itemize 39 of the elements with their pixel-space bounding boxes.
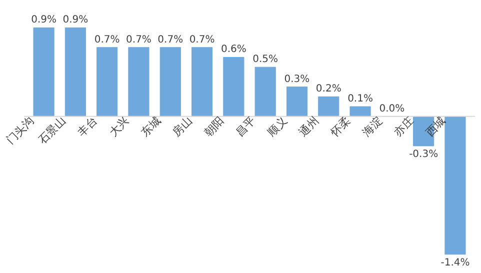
bar [64,27,86,117]
data-label: 0.7% [94,34,120,46]
data-label: 0.9% [62,14,88,26]
data-label: 0.7% [126,34,152,46]
x-tick-label: 怀柔 [328,114,354,140]
x-tick-label: 顺义 [265,114,290,140]
bar [96,47,118,117]
x-tick-label: 昌平 [233,114,258,140]
x-tick-label: 大兴 [106,114,132,140]
bar [444,116,466,255]
bar [33,27,54,117]
x-tick-label: 海淀 [360,114,385,140]
data-label: 0.7% [189,34,215,46]
bar [318,96,340,117]
x-tick-label: 东城 [138,114,164,140]
data-label: 0.3% [284,74,310,85]
bar [286,86,308,117]
x-tick-label: 朝阳 [202,114,226,140]
x-tick-label: 门头沟 [4,114,37,147]
data-label: 0.9% [31,14,56,26]
x-tick-label: 石景山 [36,114,68,147]
bar [350,106,371,117]
data-label: 0.0% [379,103,405,114]
bar [128,47,150,117]
data-label: -0.3% [409,148,438,160]
x-tick-label: 通州 [296,114,322,140]
x-tick-label: 西城 [423,114,448,140]
data-label: 0.7% [158,34,184,46]
data-label: 0.2% [316,84,342,95]
x-tick-label: 房山 [170,114,195,140]
data-label: 0.6% [220,44,246,56]
bar [254,66,276,117]
data-label: -1.4% [440,257,470,268]
data-label: 0.5% [252,54,278,66]
bar [191,47,213,117]
x-tick-label: 丰台 [75,114,100,140]
bar [223,56,244,117]
data-label: 0.1% [348,94,373,105]
bar [160,47,181,117]
